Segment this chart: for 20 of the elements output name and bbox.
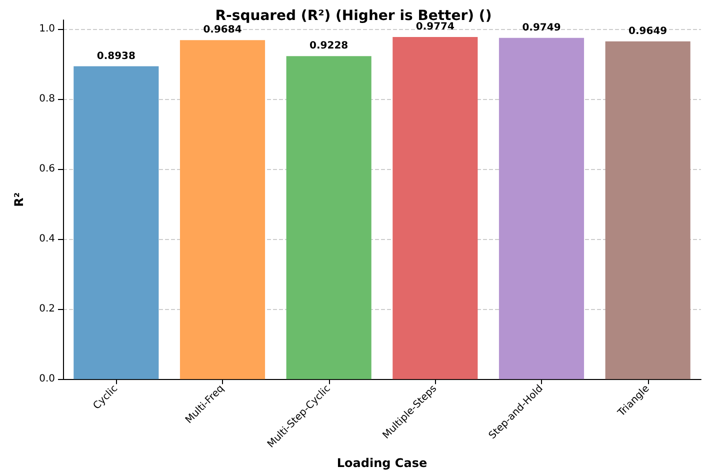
bar	[392, 37, 478, 380]
bar	[286, 56, 372, 380]
data-label: 0.8938	[96, 50, 136, 62]
data-label: 0.9228	[310, 40, 348, 52]
data-label: 0.9774	[416, 22, 454, 33]
y-tick-label: 1.0	[39, 24, 55, 35]
data-label: 0.9649	[628, 26, 668, 37]
bar	[180, 40, 266, 380]
x-axis-title: Loading Case	[336, 456, 428, 470]
y-tick-label: 0.6	[39, 164, 55, 175]
bar	[605, 41, 690, 380]
data-label: 0.9749	[522, 22, 561, 34]
data-label: 0.9684	[203, 24, 242, 36]
bar	[498, 38, 584, 380]
y-tick-label: 0.4	[39, 234, 55, 245]
y-tick-label: 0.2	[39, 304, 55, 315]
y-axis-title: R²	[12, 192, 26, 207]
y-tick-label: 0.8	[39, 94, 55, 105]
bar	[74, 66, 159, 380]
y-tick-label: 0.0	[39, 374, 55, 385]
